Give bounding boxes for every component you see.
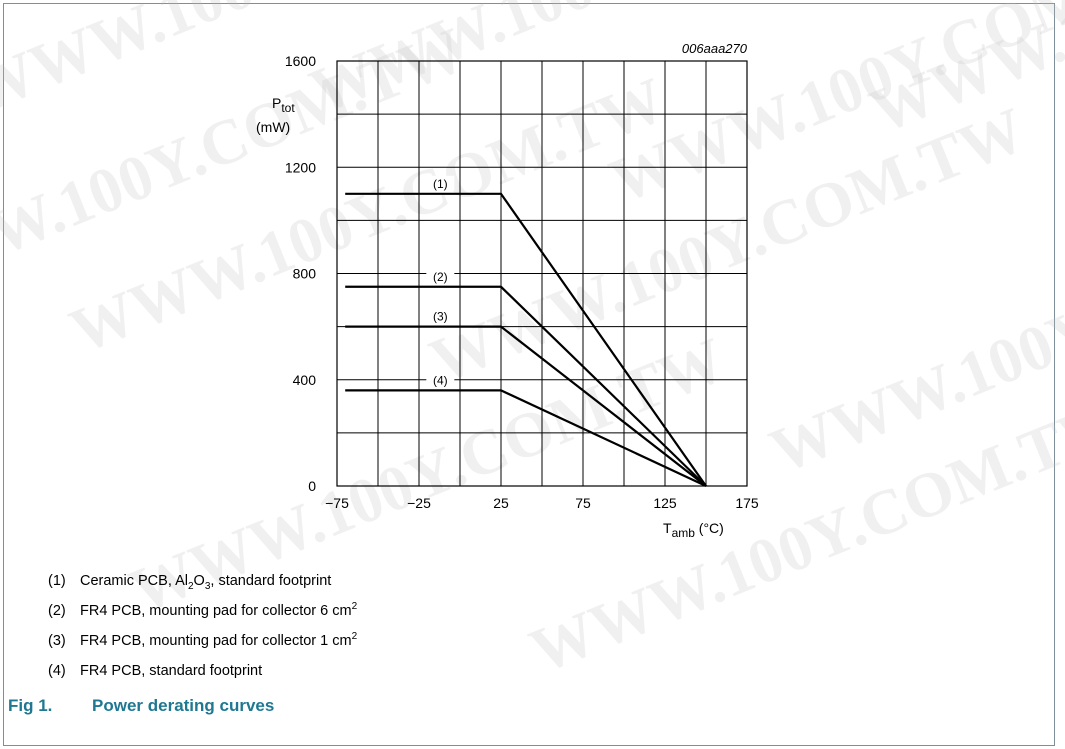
y-axis-label-sub: tot <box>281 101 295 115</box>
legend-text: FR4 PCB, standard footprint <box>80 663 263 679</box>
series-line <box>345 285 707 487</box>
derating-chart: (1) (2) (3) (4) 0 400 800 1200 1600 −75 −25 25 75 12… <box>256 41 759 540</box>
x-axis-label-unit: (°C) <box>695 520 724 536</box>
series-label-bg <box>426 372 455 388</box>
legend-number: (3) <box>48 633 66 649</box>
chart-ticks: 0 400 800 1200 1600 −75 −25 25 75 125 175 <box>285 53 759 511</box>
figure-frame <box>3 3 1055 746</box>
y-tick-label: 800 <box>293 266 317 282</box>
y-tick-label: 1200 <box>285 159 316 175</box>
y-tick-label: 0 <box>308 478 316 494</box>
legend-number: (2) <box>48 603 66 619</box>
series-label: (2) <box>433 270 448 284</box>
legend-item: (1) Ceramic PCB, Al2O3, standard footprin… <box>48 570 357 600</box>
legend-subscript: 3 <box>204 580 211 592</box>
legend-text: Ceramic PCB, Al <box>80 573 188 589</box>
series-line <box>345 325 707 487</box>
legend-text: , standard footprint <box>210 573 332 589</box>
series-label: (4) <box>433 373 448 387</box>
legend: (1) Ceramic PCB, Al2O3, standard footprin… <box>48 570 357 690</box>
y-tick-label: 1600 <box>285 53 316 69</box>
x-axis-label-sub: amb <box>672 526 696 540</box>
y-axis-label: Ptot <box>272 95 295 115</box>
series-line <box>345 389 707 487</box>
x-axis-label: Tamb (°C) <box>663 520 724 540</box>
series-label: (1) <box>433 177 448 191</box>
legend-item: (3) FR4 PCB, mounting pad for collector 1… <box>48 630 357 660</box>
x-tick-label: 75 <box>575 495 591 511</box>
series-line <box>345 192 707 487</box>
x-tick-label: 175 <box>735 495 759 511</box>
legend-subscript: 2 <box>187 580 194 592</box>
x-tick-label: 125 <box>653 495 677 511</box>
plot-border <box>336 60 748 487</box>
legend-number: (4) <box>48 663 66 679</box>
legend-superscript: 2 <box>351 631 358 643</box>
legend-superscript: 2 <box>351 601 358 613</box>
figure-title: Power derating curves <box>92 696 275 715</box>
legend-item: (4) FR4 PCB, standard footprint <box>48 660 357 690</box>
legend-text: O <box>193 573 205 589</box>
y-tick-label: 400 <box>293 372 317 388</box>
y-axis-label-main: P <box>272 95 281 111</box>
figure-number: Fig 1. <box>8 696 53 715</box>
legend-text: FR4 PCB, mounting pad for collector 6 cm <box>80 603 352 619</box>
x-tick-label: −75 <box>325 495 349 511</box>
legend-item: (2) FR4 PCB, mounting pad for collector 6… <box>48 600 357 630</box>
x-axis-label-main: T <box>663 520 672 536</box>
figure-code: 006aaa270 <box>682 41 748 56</box>
figure-caption: Fig 1. Power derating curves <box>8 696 274 716</box>
legend-number: (1) <box>48 573 66 589</box>
series-label-bg <box>426 175 455 191</box>
y-axis-unit: (mW) <box>256 119 290 135</box>
chart-curves: (1) (2) (3) (4) <box>345 175 707 487</box>
series-label-bg <box>426 268 455 284</box>
legend-text: FR4 PCB, mounting pad for collector 1 cm <box>80 633 352 649</box>
series-label-bg <box>426 308 455 324</box>
chart-grid <box>336 60 748 487</box>
x-tick-label: 25 <box>493 495 509 511</box>
series-label: (3) <box>433 310 448 324</box>
x-tick-label: −25 <box>407 495 431 511</box>
